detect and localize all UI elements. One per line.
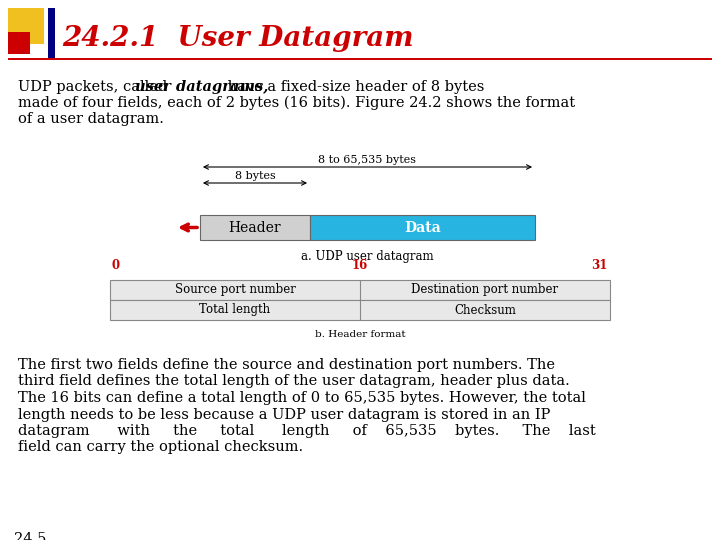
- Text: Header: Header: [229, 220, 282, 234]
- Text: datagram      with     the     total      length     of    65,535    bytes.     : datagram with the total length of 65,535…: [18, 424, 595, 438]
- Text: Total length: Total length: [199, 303, 271, 316]
- Text: field can carry the optional checksum.: field can carry the optional checksum.: [18, 441, 303, 455]
- Text: Checksum: Checksum: [454, 303, 516, 316]
- Text: Destination port number: Destination port number: [411, 284, 559, 296]
- Text: a. UDP user datagram: a. UDP user datagram: [301, 250, 434, 263]
- Bar: [110, 280, 610, 300]
- Bar: [8, 32, 30, 54]
- Text: user datagrams,: user datagrams,: [135, 80, 269, 94]
- Text: 24.5: 24.5: [14, 532, 46, 540]
- Text: The first two fields define the source and destination port numbers. The: The first two fields define the source a…: [18, 358, 555, 372]
- Text: made of four fields, each of 2 bytes (16 bits). Figure 24.2 shows the format: made of four fields, each of 2 bytes (16…: [18, 96, 575, 110]
- Text: 16: 16: [352, 259, 368, 272]
- Bar: [48, 8, 55, 58]
- Text: 24.2.1  User Datagram: 24.2.1 User Datagram: [62, 24, 413, 51]
- Bar: [110, 300, 610, 320]
- Text: have a fixed-size header of 8 bytes: have a fixed-size header of 8 bytes: [222, 80, 484, 94]
- Bar: [8, 57, 712, 60]
- Bar: [8, 8, 44, 44]
- Text: 8 bytes: 8 bytes: [235, 171, 275, 181]
- Bar: [200, 215, 310, 240]
- Text: Data: Data: [404, 220, 441, 234]
- Text: 8 to 65,535 bytes: 8 to 65,535 bytes: [318, 155, 416, 165]
- Bar: [310, 215, 535, 240]
- Text: 0: 0: [112, 259, 120, 272]
- Text: 31: 31: [592, 259, 608, 272]
- Text: b. Header format: b. Header format: [315, 330, 405, 339]
- Text: The 16 bits can define a total length of 0 to 65,535 bytes. However, the total: The 16 bits can define a total length of…: [18, 391, 586, 405]
- Text: Source port number: Source port number: [174, 284, 295, 296]
- Text: third field defines the total length of the user datagram, header plus data.: third field defines the total length of …: [18, 375, 570, 388]
- Text: length needs to be less because a UDP user datagram is stored in an IP: length needs to be less because a UDP us…: [18, 408, 550, 422]
- Text: UDP packets, called: UDP packets, called: [18, 80, 172, 94]
- Text: of a user datagram.: of a user datagram.: [18, 112, 164, 126]
